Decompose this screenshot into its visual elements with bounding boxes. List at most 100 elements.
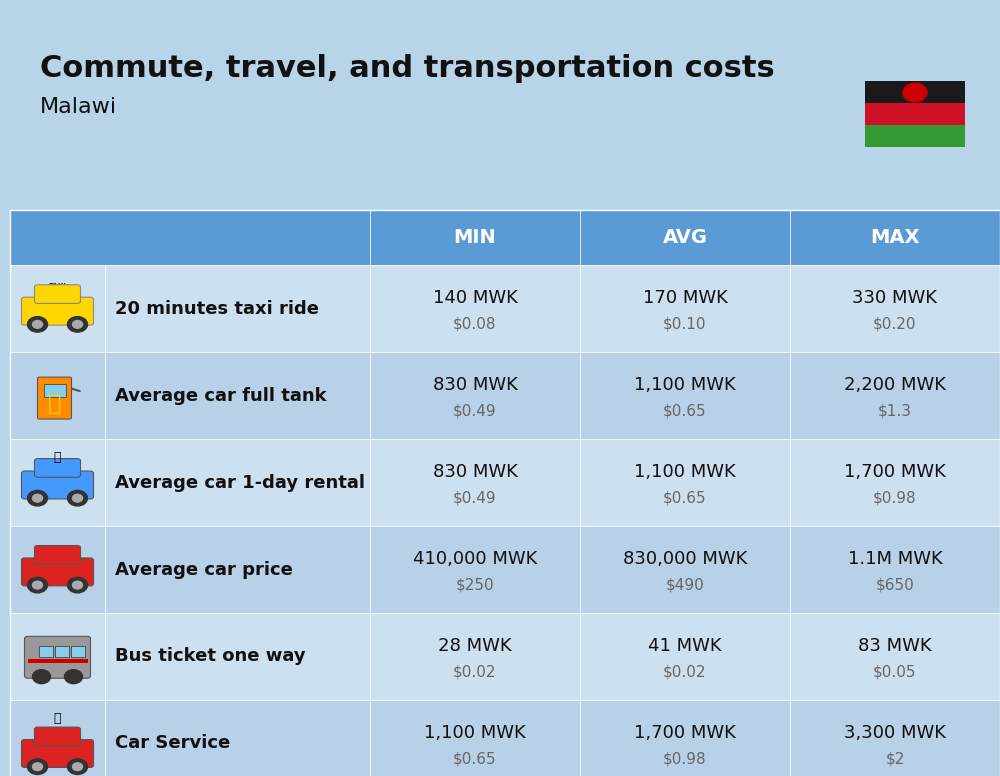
Circle shape <box>72 320 82 328</box>
Text: 1,700 MWK: 1,700 MWK <box>634 724 736 742</box>
Text: Malawi: Malawi <box>40 97 117 117</box>
Text: $0.65: $0.65 <box>663 404 707 419</box>
Text: 3,300 MWK: 3,300 MWK <box>844 724 946 742</box>
Circle shape <box>72 763 82 771</box>
Text: $0.65: $0.65 <box>453 751 497 767</box>
Circle shape <box>72 581 82 589</box>
Text: $2: $2 <box>885 751 905 767</box>
Text: 2,200 MWK: 2,200 MWK <box>844 376 946 394</box>
FancyBboxPatch shape <box>790 613 1000 700</box>
FancyBboxPatch shape <box>10 439 105 526</box>
Text: $0.08: $0.08 <box>453 317 497 332</box>
FancyBboxPatch shape <box>22 740 94 767</box>
FancyBboxPatch shape <box>105 613 370 700</box>
Text: 140 MWK: 140 MWK <box>433 289 517 307</box>
FancyBboxPatch shape <box>790 265 1000 352</box>
FancyBboxPatch shape <box>22 471 94 499</box>
Text: 1,700 MWK: 1,700 MWK <box>844 463 946 481</box>
Text: 830 MWK: 830 MWK <box>433 463 517 481</box>
Text: Car Service: Car Service <box>115 734 230 753</box>
FancyBboxPatch shape <box>10 352 105 439</box>
Text: Commute, travel, and transportation costs: Commute, travel, and transportation cost… <box>40 54 775 83</box>
Circle shape <box>72 494 82 502</box>
FancyBboxPatch shape <box>370 700 580 776</box>
Text: $0.02: $0.02 <box>453 664 497 680</box>
FancyBboxPatch shape <box>34 727 80 746</box>
Text: 🔧: 🔧 <box>54 712 61 725</box>
FancyBboxPatch shape <box>34 459 80 477</box>
Text: 1,100 MWK: 1,100 MWK <box>634 463 736 481</box>
FancyBboxPatch shape <box>22 558 94 586</box>
Circle shape <box>65 670 83 684</box>
Text: $0.65: $0.65 <box>663 490 707 506</box>
Text: 1,100 MWK: 1,100 MWK <box>634 376 736 394</box>
Text: 🔧: 🔧 <box>54 452 61 464</box>
Text: Average car 1-day rental: Average car 1-day rental <box>115 473 365 492</box>
FancyBboxPatch shape <box>370 265 580 352</box>
FancyBboxPatch shape <box>105 526 370 613</box>
FancyBboxPatch shape <box>580 526 790 613</box>
FancyBboxPatch shape <box>34 546 80 564</box>
FancyBboxPatch shape <box>370 439 580 526</box>
Text: TAXI: TAXI <box>49 282 66 289</box>
Circle shape <box>903 83 927 102</box>
Text: Bus ticket one way: Bus ticket one way <box>115 647 306 666</box>
Text: $0.20: $0.20 <box>873 317 917 332</box>
FancyBboxPatch shape <box>580 700 790 776</box>
FancyBboxPatch shape <box>39 646 53 657</box>
FancyBboxPatch shape <box>580 210 790 265</box>
FancyBboxPatch shape <box>38 377 72 419</box>
FancyBboxPatch shape <box>790 700 1000 776</box>
Text: MAX: MAX <box>870 228 920 247</box>
Text: 170 MWK: 170 MWK <box>643 289 727 307</box>
Circle shape <box>68 577 88 593</box>
Text: 83 MWK: 83 MWK <box>858 637 932 655</box>
Text: 830 MWK: 830 MWK <box>433 376 517 394</box>
Text: 41 MWK: 41 MWK <box>648 637 722 655</box>
FancyBboxPatch shape <box>10 613 105 700</box>
Text: $1.3: $1.3 <box>878 404 912 419</box>
FancyBboxPatch shape <box>44 384 66 397</box>
FancyBboxPatch shape <box>580 439 790 526</box>
FancyBboxPatch shape <box>790 526 1000 613</box>
Text: Average car price: Average car price <box>115 560 293 579</box>
FancyBboxPatch shape <box>10 210 370 265</box>
FancyBboxPatch shape <box>580 265 790 352</box>
FancyBboxPatch shape <box>370 352 580 439</box>
Text: $0.49: $0.49 <box>453 404 497 419</box>
FancyBboxPatch shape <box>790 210 1000 265</box>
Circle shape <box>33 763 43 771</box>
Circle shape <box>28 490 48 506</box>
Text: ⛽: ⛽ <box>48 393 61 414</box>
Text: $490: $490 <box>666 577 704 593</box>
Text: $0.98: $0.98 <box>873 490 917 506</box>
Text: 830,000 MWK: 830,000 MWK <box>623 550 747 568</box>
FancyBboxPatch shape <box>105 352 370 439</box>
FancyBboxPatch shape <box>105 265 370 352</box>
Circle shape <box>68 317 88 332</box>
FancyBboxPatch shape <box>34 285 80 303</box>
Text: $0.98: $0.98 <box>663 751 707 767</box>
FancyBboxPatch shape <box>22 297 94 325</box>
Text: 20 minutes taxi ride: 20 minutes taxi ride <box>115 300 319 318</box>
Circle shape <box>28 759 48 774</box>
Text: MIN: MIN <box>454 228 496 247</box>
Text: $0.05: $0.05 <box>873 664 917 680</box>
Text: 1.1M MWK: 1.1M MWK <box>848 550 942 568</box>
FancyBboxPatch shape <box>580 613 790 700</box>
Text: 410,000 MWK: 410,000 MWK <box>413 550 537 568</box>
FancyBboxPatch shape <box>105 700 370 776</box>
Text: 1,100 MWK: 1,100 MWK <box>424 724 526 742</box>
FancyBboxPatch shape <box>865 103 965 126</box>
FancyBboxPatch shape <box>10 700 105 776</box>
Text: AVG: AVG <box>662 228 707 247</box>
Text: $0.49: $0.49 <box>453 490 497 506</box>
Circle shape <box>68 490 88 506</box>
Circle shape <box>28 577 48 593</box>
Circle shape <box>33 494 43 502</box>
Circle shape <box>32 670 50 684</box>
Circle shape <box>33 581 43 589</box>
FancyBboxPatch shape <box>70 646 84 657</box>
FancyBboxPatch shape <box>10 265 105 352</box>
FancyBboxPatch shape <box>28 659 88 663</box>
